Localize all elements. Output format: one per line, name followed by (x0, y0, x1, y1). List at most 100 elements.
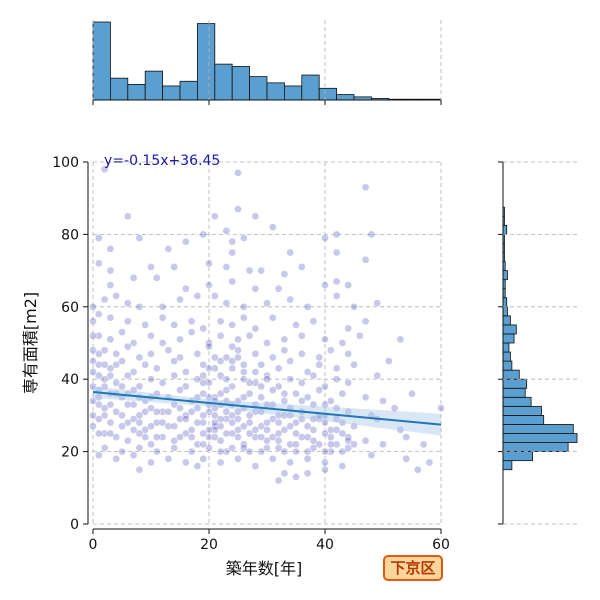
data-point (263, 426, 271, 434)
data-point (350, 440, 358, 449)
data-point (158, 339, 167, 347)
data-point (326, 440, 335, 449)
data-point (187, 433, 196, 441)
data-point (199, 230, 208, 239)
data-point (402, 454, 411, 463)
data-point (280, 270, 289, 279)
data-point (170, 263, 179, 271)
data-point (152, 407, 161, 416)
y-axis-label: 専有面積[m2] (21, 292, 40, 394)
data-point (129, 386, 138, 394)
data-point (199, 454, 208, 463)
x-hist-bar (179, 80, 198, 101)
data-point (321, 447, 329, 456)
data-point (280, 346, 289, 355)
data-point (274, 436, 283, 445)
data-point (176, 404, 184, 413)
data-point (280, 426, 289, 434)
data-point (152, 433, 161, 441)
data-point (181, 415, 190, 423)
data-point (228, 237, 237, 246)
data-point (210, 353, 219, 362)
data-point (245, 266, 254, 275)
data-point (286, 375, 295, 384)
data-point (129, 415, 138, 423)
data-point (141, 407, 150, 416)
data-point (228, 248, 237, 257)
data-point (344, 436, 353, 445)
data-point (251, 368, 260, 376)
y-hist-bar (502, 360, 513, 371)
data-point (216, 371, 225, 380)
x-hist-bar (231, 66, 250, 101)
data-point (205, 378, 213, 387)
data-point (355, 331, 364, 340)
data-point (286, 440, 295, 449)
data-point (228, 444, 237, 452)
data-point (338, 462, 347, 470)
data-point (228, 321, 237, 329)
data-point (315, 386, 324, 394)
data-point (181, 284, 190, 293)
data-point (251, 462, 260, 470)
data-point (147, 375, 155, 384)
y-tick-label: 80 (61, 227, 79, 243)
data-point (361, 317, 370, 326)
data-point (280, 447, 289, 456)
data-point (286, 411, 295, 420)
data-point (199, 360, 208, 369)
data-point (321, 458, 329, 467)
data-point (222, 386, 231, 394)
data-point (321, 382, 329, 391)
data-point (309, 415, 318, 423)
data-point (367, 451, 376, 460)
data-point (222, 299, 231, 308)
data-point (199, 371, 208, 380)
data-point (425, 458, 434, 467)
y-tick-label: 20 (61, 445, 79, 461)
data-point (263, 299, 271, 308)
data-point (118, 382, 126, 391)
data-point (268, 223, 277, 232)
x-hist-bar (249, 76, 268, 101)
data-point (123, 342, 132, 351)
data-point (268, 415, 277, 423)
data-point (118, 422, 126, 431)
data-point (187, 447, 196, 456)
data-point (239, 368, 248, 376)
data-point (170, 422, 179, 431)
data-point (373, 299, 382, 308)
data-point (361, 183, 370, 192)
data-point (199, 429, 208, 438)
data-point (141, 433, 150, 441)
data-point (205, 426, 213, 434)
data-point (234, 397, 242, 405)
data-point (234, 415, 242, 423)
data-point (315, 353, 324, 362)
data-point (187, 407, 196, 416)
data-point (129, 273, 138, 282)
x-tick-label: 20 (200, 537, 218, 553)
data-point (152, 273, 161, 282)
data-point (234, 169, 242, 177)
data-point (309, 317, 318, 326)
data-point (129, 451, 138, 460)
data-point (286, 458, 295, 467)
y-hist-bar (502, 270, 508, 281)
data-point (350, 302, 358, 311)
data-point (326, 397, 335, 405)
y-hist-bar (502, 433, 578, 443)
data-point (187, 328, 196, 336)
data-point (222, 407, 231, 416)
data-point (100, 382, 109, 391)
data-point (135, 429, 144, 438)
x-hist-bar (162, 85, 181, 101)
data-point (268, 454, 277, 463)
data-point (129, 339, 138, 347)
y-hist-bar (502, 424, 574, 434)
data-point (396, 335, 405, 344)
data-point (321, 418, 329, 427)
y-hist-bar (502, 369, 520, 380)
data-point (147, 263, 155, 271)
data-point (309, 426, 318, 434)
